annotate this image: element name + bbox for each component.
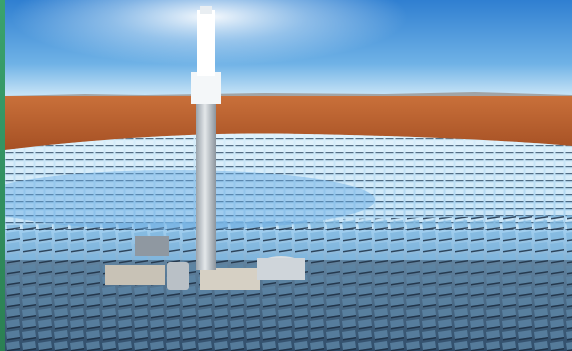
photo-illustration [5, 0, 572, 351]
green-border-strip [0, 0, 5, 351]
tower-shaft [196, 100, 216, 270]
heliostat-rows-far [5, 133, 572, 230]
tower-receiver [191, 72, 221, 104]
receiver-top [197, 10, 215, 76]
receiver-cap [200, 6, 212, 14]
power-block-building [105, 265, 165, 285]
mirror-sky-reflection [5, 170, 375, 230]
storage-tank-cold [167, 262, 189, 290]
turbine-hall [200, 268, 260, 290]
storage-tank-hot-body [257, 258, 305, 280]
solar-tower-photo [5, 0, 572, 351]
aux-structure [135, 236, 169, 256]
